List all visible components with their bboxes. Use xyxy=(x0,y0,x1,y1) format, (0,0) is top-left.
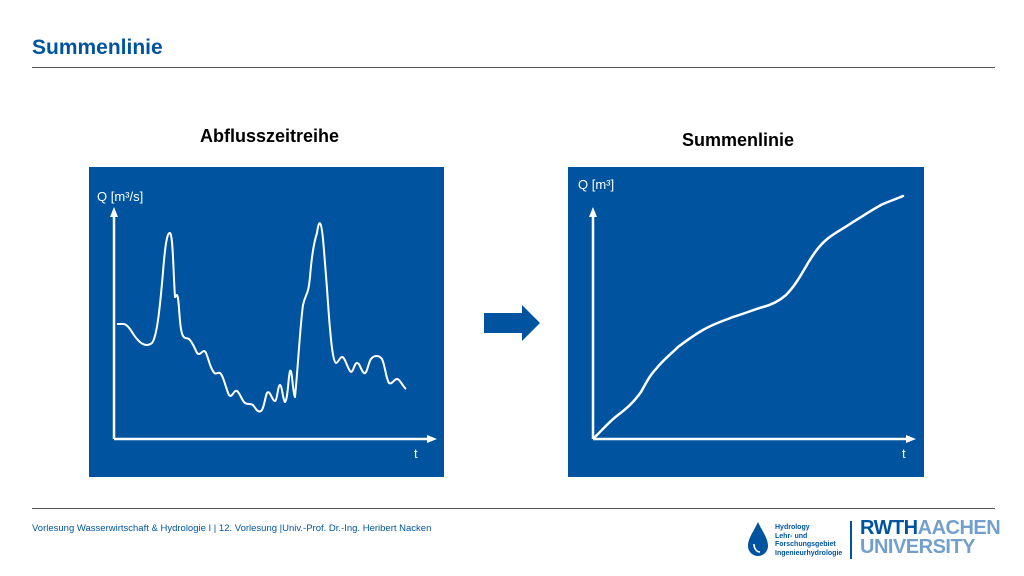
top-divider xyxy=(32,67,995,68)
footer-text: Vorlesung Wasserwirtschaft & Hydrologie … xyxy=(32,523,432,534)
rwth-university: UNIVERSITY xyxy=(860,536,976,558)
hydrology-logo-text: Hydrology Lehr- und Forschungsgebiet Ing… xyxy=(775,524,842,558)
logo-divider xyxy=(850,521,852,559)
cumulative-curve xyxy=(593,194,905,439)
water-drop-icon xyxy=(748,522,768,556)
left-y-axis-label: Q [m³/s] xyxy=(97,189,144,204)
hydrograph-graphic xyxy=(110,207,437,443)
hydrograph-curve xyxy=(117,222,407,413)
hydro-line-4: Ingenieurhydrologie xyxy=(775,549,843,557)
summenlinie-panel: Q [m³] t xyxy=(568,167,924,477)
hydro-line-2: Lehr- und xyxy=(775,532,808,540)
right-panel-heading: Summenlinie xyxy=(682,130,795,150)
y-axis-arrowhead xyxy=(110,207,118,217)
hydro-line-1: Hydrology xyxy=(775,524,810,531)
right-x-axis-label: t xyxy=(902,446,906,461)
x-axis-arrowhead xyxy=(906,435,916,443)
abflusszeitreihe-panel: Q [m³/s] t xyxy=(89,167,444,477)
rwth-aachen: AACHEN xyxy=(917,517,1001,539)
right-arrow-icon xyxy=(484,305,540,341)
left-x-axis-label: t xyxy=(414,446,418,461)
rwth-bold: RWTH xyxy=(860,517,918,539)
x-axis-arrowhead xyxy=(427,435,437,443)
left-panel-heading: Abflusszeitreihe xyxy=(200,126,340,146)
cumulative-graphic xyxy=(589,194,916,443)
y-axis-arrowhead xyxy=(589,207,597,217)
rwth-logo: RWTHAACHEN UNIVERSITY xyxy=(860,517,1001,558)
right-y-axis-label: Q [m³] xyxy=(578,177,615,192)
slide-title: Summenlinie xyxy=(32,36,163,59)
hydro-line-3: Forschungsgebiet xyxy=(775,541,836,548)
bottom-divider xyxy=(32,508,995,509)
